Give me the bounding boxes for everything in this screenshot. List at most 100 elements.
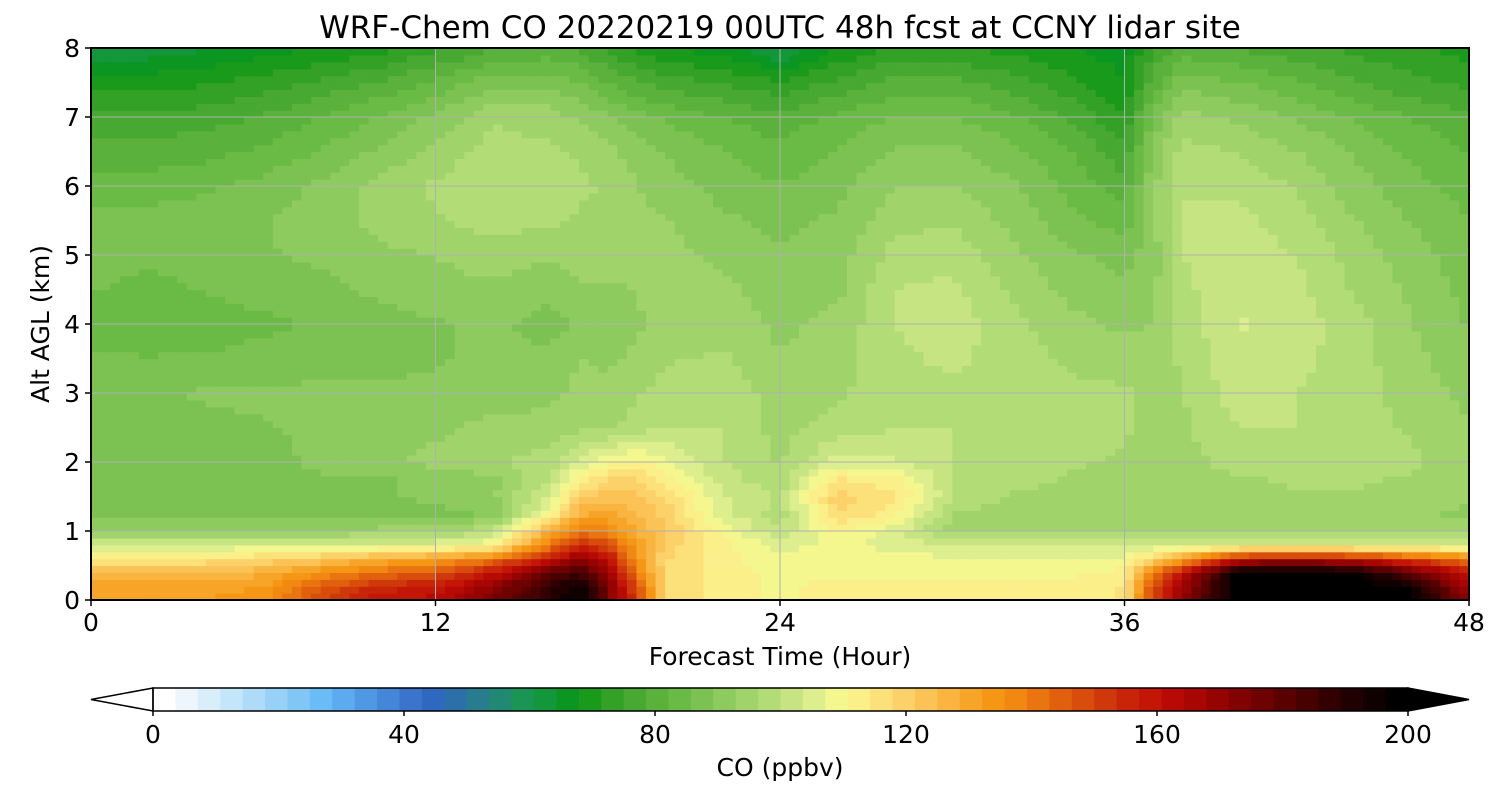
heatmap-cell: [1191, 565, 1202, 573]
heatmap-cell: [1335, 393, 1346, 401]
heatmap-cell: [1411, 413, 1422, 422]
heatmap-cell: [1402, 455, 1413, 463]
heatmap-cell: [607, 434, 618, 442]
heatmap-cell: [1028, 365, 1039, 373]
heatmap-cell: [799, 565, 810, 573]
heatmap-cell: [1315, 448, 1327, 456]
heatmap-cell: [1296, 510, 1307, 518]
heatmap-cell: [406, 468, 417, 477]
heatmap-cell: [799, 593, 810, 600]
heatmap-cell: [626, 531, 638, 539]
heatmap-cell: [1220, 434, 1231, 442]
heatmap-cell: [1009, 537, 1020, 546]
heatmap-cell: [875, 531, 886, 539]
heatmap-cell: [253, 468, 264, 477]
heatmap-cell: [167, 420, 178, 429]
heatmap-cell: [760, 379, 772, 387]
heatmap-cell: [1392, 544, 1403, 553]
heatmap-cell: [741, 551, 752, 560]
heatmap-cell: [894, 468, 906, 477]
heatmap-cell: [1306, 455, 1317, 463]
heatmap-cell: [636, 579, 647, 587]
heatmap-cell: [540, 572, 551, 580]
heatmap-cell: [244, 537, 255, 546]
heatmap-cell: [980, 593, 992, 600]
heatmap-cell: [933, 420, 944, 429]
heatmap-cell: [1382, 579, 1394, 587]
heatmap-cell: [770, 558, 781, 567]
heatmap-cell: [1172, 427, 1183, 435]
heatmap-cell: [215, 448, 226, 456]
heatmap-cell: [818, 393, 829, 401]
heatmap-cell: [435, 441, 446, 449]
heatmap-cell: [598, 551, 609, 560]
heatmap-cell: [263, 579, 274, 587]
heatmap-cell: [990, 558, 1001, 567]
heatmap-cell: [980, 420, 992, 429]
heatmap-cell: [1028, 386, 1039, 394]
heatmap-cell: [186, 420, 197, 429]
heatmap-cell: [770, 489, 781, 498]
heatmap-cell: [512, 441, 523, 449]
heatmap-cell: [1191, 462, 1202, 470]
heatmap-cell: [349, 489, 360, 498]
heatmap-cell: [789, 558, 800, 567]
heatmap-cell: [961, 475, 972, 484]
heatmap-cell: [1268, 510, 1279, 518]
heatmap-cell: [866, 544, 877, 553]
heatmap-cell: [1287, 572, 1298, 580]
heatmap-cell: [320, 496, 331, 504]
heatmap-cell: [1143, 558, 1154, 567]
heatmap-cell: [1076, 489, 1087, 498]
heatmap-cell: [1191, 510, 1202, 518]
heatmap-cell: [1411, 482, 1422, 491]
heatmap-cell: [349, 462, 360, 470]
heatmap-cell: [780, 593, 791, 600]
heatmap-cell: [1459, 586, 1469, 594]
heatmap-cell: [272, 531, 283, 539]
heatmap-cell: [722, 496, 733, 504]
heatmap-cell: [856, 586, 867, 594]
heatmap-cell: [646, 358, 657, 366]
heatmap-cell: [1287, 427, 1298, 435]
heatmap-cell: [1057, 462, 1068, 470]
heatmap-cell: [770, 441, 781, 449]
heatmap-cell: [531, 455, 542, 463]
heatmap-cell: [818, 524, 829, 532]
heatmap-cell: [253, 448, 264, 456]
heatmap-cell: [598, 455, 609, 463]
heatmap-cell: [751, 434, 762, 442]
heatmap-cell: [1402, 544, 1413, 553]
heatmap-cell: [1019, 386, 1030, 394]
heatmap-cell: [148, 503, 159, 511]
heatmap-cell: [1191, 593, 1202, 600]
heatmap-cell: [760, 551, 772, 560]
heatmap-cell: [540, 372, 551, 380]
heatmap-cell: [1143, 510, 1154, 518]
heatmap-cell: [138, 455, 150, 463]
heatmap-cell: [531, 586, 542, 594]
heatmap-cell: [952, 358, 963, 366]
heatmap-cell: [579, 399, 590, 408]
heatmap-cell: [1382, 434, 1394, 442]
heatmap-cell: [1067, 399, 1078, 408]
heatmap-cell: [1124, 399, 1135, 408]
heatmap-cell: [1181, 406, 1193, 415]
heatmap-cell: [138, 379, 150, 387]
heatmap-cell: [378, 517, 389, 525]
heatmap-cell: [291, 510, 303, 518]
heatmap-cell: [1067, 406, 1078, 415]
heatmap-cell: [157, 379, 169, 387]
heatmap-cell: [713, 427, 724, 435]
heatmap-cell: [1402, 482, 1413, 491]
heatmap-cell: [646, 365, 657, 373]
heatmap-cell: [904, 565, 915, 573]
heatmap-cell: [885, 468, 896, 477]
heatmap-cell: [234, 517, 245, 525]
heatmap-cell: [358, 586, 370, 594]
heatmap-cell: [540, 448, 551, 456]
heatmap-cell: [473, 558, 484, 567]
heatmap-cell: [760, 503, 772, 511]
heatmap-cell: [1181, 468, 1193, 477]
heatmap-cell: [980, 558, 992, 567]
